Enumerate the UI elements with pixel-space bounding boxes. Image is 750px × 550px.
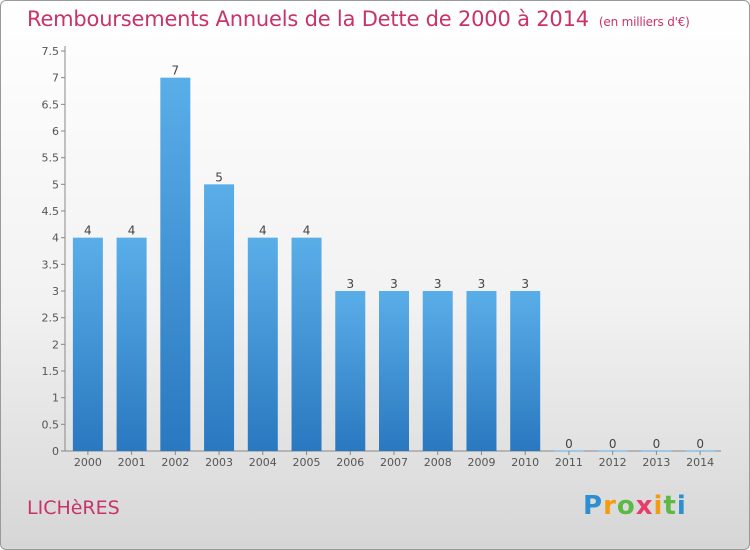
- bar: [291, 237, 322, 451]
- x-tick-label: 2010: [511, 456, 539, 469]
- y-tick-label: 4.5: [42, 205, 60, 218]
- chart-title: Remboursements Annuels de la Dette de 20…: [27, 7, 690, 31]
- bar: [160, 77, 191, 452]
- bar: [379, 291, 409, 451]
- x-tick-label: 2003: [205, 456, 233, 469]
- y-tick-label: 0: [52, 445, 59, 458]
- data-label: 0: [609, 437, 617, 451]
- y-tick-label: 3.5: [42, 258, 60, 271]
- x-tick-label: 2012: [599, 456, 627, 469]
- logo-letter: i: [676, 491, 687, 521]
- bar: [510, 291, 541, 451]
- x-tick-label: 2014: [686, 456, 714, 469]
- proxiti-logo: Proxiti: [583, 491, 687, 521]
- data-label: 4: [128, 224, 136, 238]
- x-tick-label: 2007: [380, 456, 408, 469]
- bar: [204, 184, 235, 452]
- y-tick-label: 2.5: [42, 312, 60, 325]
- bar: [247, 237, 278, 451]
- x-tick-label: 2013: [642, 456, 670, 469]
- bar: [116, 237, 147, 451]
- y-tick-label: 5.5: [42, 152, 60, 165]
- x-tick-label: 2011: [555, 456, 583, 469]
- y-tick-label: 1.5: [42, 365, 60, 378]
- data-label: 3: [521, 277, 529, 291]
- bar: [335, 291, 366, 451]
- bar: [72, 237, 103, 451]
- data-label: 3: [434, 277, 442, 291]
- data-label: 4: [259, 224, 267, 238]
- x-tick-label: 2001: [118, 456, 146, 469]
- x-tick-label: 2009: [467, 456, 495, 469]
- data-label: 3: [390, 277, 398, 291]
- y-tick-label: 6.5: [42, 98, 60, 111]
- data-label: 0: [696, 437, 704, 451]
- data-label: 3: [346, 277, 354, 291]
- logo-letter: o: [616, 491, 636, 521]
- data-label: 0: [565, 437, 573, 451]
- x-tick-label: 2000: [74, 456, 102, 469]
- logo-letter: x: [635, 491, 654, 521]
- bar: [422, 291, 453, 451]
- data-label: 7: [172, 64, 180, 78]
- data-label: 5: [215, 170, 223, 184]
- y-tick-label: 2: [52, 338, 59, 351]
- y-tick-label: 5: [52, 178, 59, 191]
- x-tick-label: 2004: [249, 456, 277, 469]
- chart-unit: (en milliers d'€): [598, 15, 690, 29]
- bar: [466, 291, 497, 451]
- logo-letter: P: [583, 491, 604, 521]
- logo-letter: i: [653, 491, 664, 521]
- logo-letter: t: [663, 491, 677, 521]
- x-tick-label: 2008: [424, 456, 452, 469]
- data-label: 4: [84, 224, 92, 238]
- chart-title-text: Remboursements Annuels de la Dette de 20…: [27, 7, 589, 31]
- data-label: 0: [653, 437, 661, 451]
- y-tick-label: 3: [52, 285, 59, 298]
- x-tick-label: 2006: [336, 456, 364, 469]
- x-tick-label: 2005: [293, 456, 321, 469]
- logo-letter: r: [603, 491, 617, 521]
- commune-name: LICHèRES: [27, 497, 120, 519]
- y-tick-label: 6: [52, 125, 59, 138]
- y-tick-label: 4: [52, 232, 59, 245]
- y-tick-label: 1: [52, 392, 59, 405]
- y-tick-label: 7.5: [42, 45, 60, 58]
- data-label: 3: [478, 277, 486, 291]
- data-label: 4: [303, 224, 311, 238]
- x-tick-label: 2002: [161, 456, 189, 469]
- y-tick-label: 0.5: [42, 418, 60, 431]
- y-tick-label: 7: [52, 72, 59, 85]
